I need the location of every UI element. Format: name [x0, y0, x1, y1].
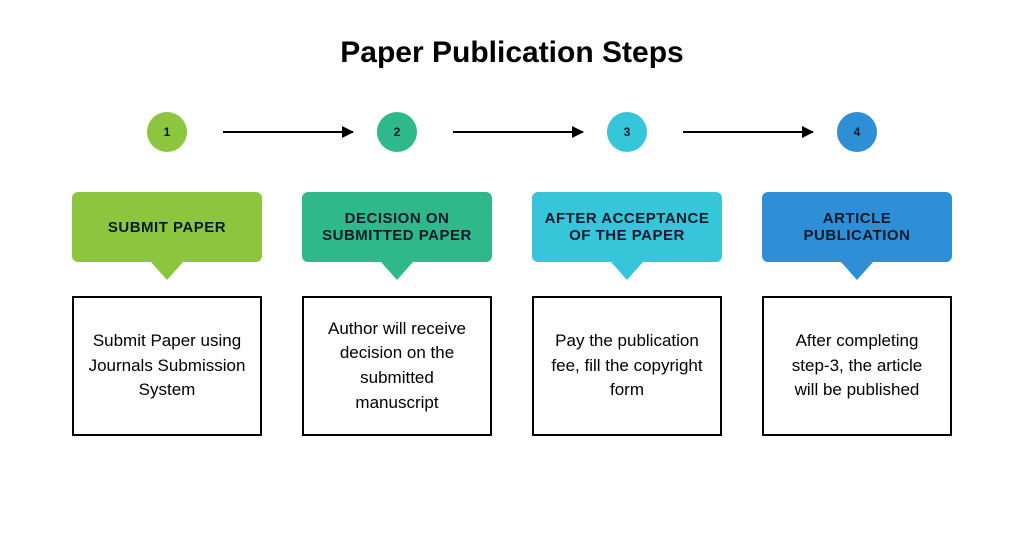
steps-circles-row: 1 2 3 4 [0, 112, 1024, 152]
steps-columns: SUBMIT PAPER Submit Paper using Journals … [0, 192, 1024, 436]
step-column-1: SUBMIT PAPER Submit Paper using Journals … [72, 192, 262, 436]
step-desc-3: Pay the publication fee, fill the copyri… [532, 296, 722, 436]
step-circle-3: 3 [607, 112, 647, 152]
step-label-3: AFTER ACCEPTANCE OF THE PAPER [532, 192, 722, 262]
step-label-2: DECISION ON SUBMITTED PAPER [302, 192, 492, 262]
step-label-text: SUBMIT PAPER [108, 219, 226, 236]
step-label-text: AFTER ACCEPTANCE OF THE PAPER [542, 210, 712, 244]
arrow-3-to-4 [683, 131, 813, 133]
step-label-1: SUBMIT PAPER [72, 192, 262, 262]
step-label-text: ARTICLE PUBLICATION [772, 210, 942, 244]
step-label-4: ARTICLE PUBLICATION [762, 192, 952, 262]
arrow-1-to-2 [223, 131, 353, 133]
step-circle-4: 4 [837, 112, 877, 152]
step-label-text: DECISION ON SUBMITTED PAPER [312, 210, 482, 244]
step-column-2: DECISION ON SUBMITTED PAPER Author will r… [302, 192, 492, 436]
step-desc-1: Submit Paper using Journals Submission S… [72, 296, 262, 436]
step-circle-2: 2 [377, 112, 417, 152]
step-column-4: ARTICLE PUBLICATION After completing step… [762, 192, 952, 436]
step-desc-4: After completing step-3, the article wil… [762, 296, 952, 436]
step-circle-1: 1 [147, 112, 187, 152]
step-column-3: AFTER ACCEPTANCE OF THE PAPER Pay the pub… [532, 192, 722, 436]
step-desc-2: Author will receive decision on the subm… [302, 296, 492, 436]
page-title: Paper Publication Steps [0, 36, 1024, 70]
arrow-2-to-3 [453, 131, 583, 133]
